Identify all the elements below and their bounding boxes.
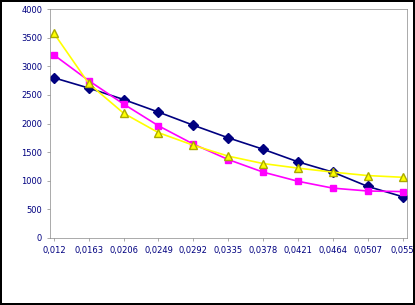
Y=ao+a1X+a2X^2 bbox=[261, 170, 266, 174]
Получено программой расчета bbox=[330, 170, 335, 174]
Получено программой расчета bbox=[156, 131, 161, 135]
Line: Y=ao+a1X+a2X^2: Y=ao+a1X+a2X^2 bbox=[50, 52, 406, 195]
Y=a0+a1X bbox=[400, 195, 405, 199]
Y=ao+a1X+a2X^2 bbox=[86, 79, 91, 82]
Y=a0+a1X bbox=[226, 136, 231, 140]
Получено программой расчета bbox=[121, 111, 126, 115]
Y=ao+a1X+a2X^2 bbox=[156, 124, 161, 127]
Получено программой расчета bbox=[226, 154, 231, 158]
Y=a0+a1X bbox=[156, 110, 161, 114]
Получено программой расчета bbox=[365, 174, 370, 178]
Получено программой расчета bbox=[51, 31, 56, 35]
Y=ao+a1X+a2X^2 bbox=[330, 186, 335, 190]
Y=ao+a1X+a2X^2 bbox=[365, 189, 370, 193]
Получено программой расчета bbox=[191, 143, 196, 147]
Получено программой расчета bbox=[261, 162, 266, 165]
Line: Получено программой расчета: Получено программой расчета bbox=[50, 29, 407, 181]
Y=ao+a1X+a2X^2 bbox=[51, 53, 56, 57]
Y=a0+a1X bbox=[51, 76, 56, 80]
Y=a0+a1X bbox=[365, 185, 370, 188]
Y=ao+a1X+a2X^2 bbox=[400, 190, 405, 193]
Y=ao+a1X+a2X^2 bbox=[121, 102, 126, 106]
Y=ao+a1X+a2X^2 bbox=[226, 158, 231, 161]
Line: Y=a0+a1X: Y=a0+a1X bbox=[50, 74, 406, 200]
Получено программой расчета bbox=[400, 175, 405, 179]
Y=a0+a1X bbox=[330, 170, 335, 174]
Y=a0+a1X bbox=[86, 86, 91, 90]
Y=a0+a1X bbox=[295, 160, 300, 164]
Y=a0+a1X bbox=[191, 124, 196, 127]
Y=a0+a1X bbox=[261, 147, 266, 151]
Получено программой расчета bbox=[295, 166, 300, 170]
Y=ao+a1X+a2X^2 bbox=[191, 142, 196, 146]
Y=ao+a1X+a2X^2 bbox=[295, 179, 300, 183]
Y=a0+a1X bbox=[121, 98, 126, 101]
Получено программой расчета bbox=[86, 82, 91, 85]
